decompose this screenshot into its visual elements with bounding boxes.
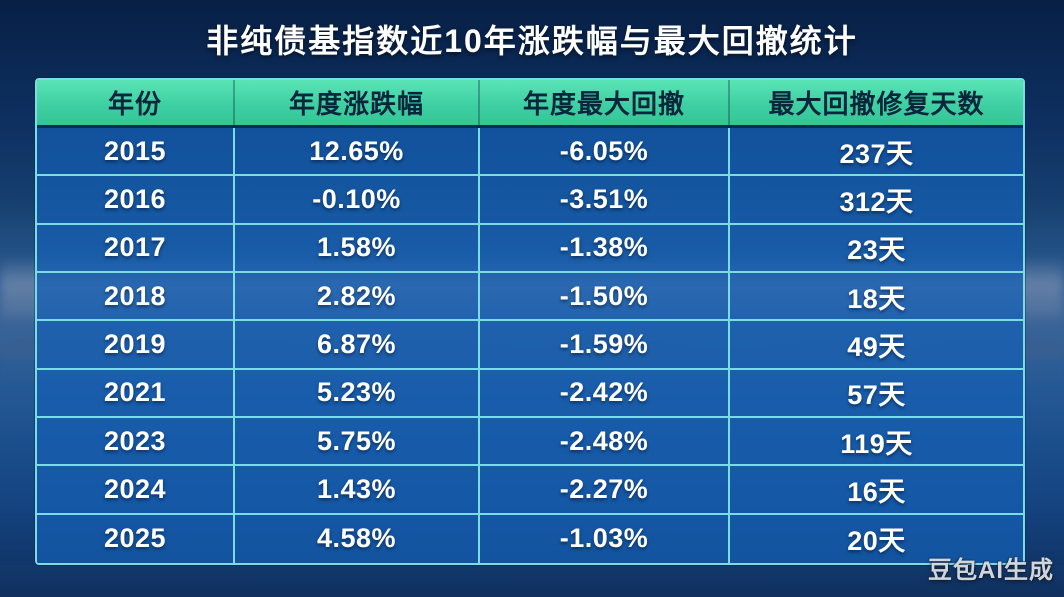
table-row: 2016 -0.10% -3.51% 312天 <box>37 176 1023 225</box>
table-cell: -2.27% <box>480 466 730 515</box>
table-cell: 1.58% <box>235 224 480 273</box>
ai-watermark: 豆包AI生成 <box>928 557 1054 584</box>
table-cell: 2021 <box>37 369 235 418</box>
header-cell: 最大回撤修复天数 <box>768 89 985 119</box>
table-cell: 119天 <box>730 417 1023 467</box>
table-cell: -1.38% <box>480 224 730 273</box>
stats-table: 年份 年度涨跌幅 年度最大回撤 最大回撤修复天数 2015 12.65% -6.05% 237… <box>35 78 1025 565</box>
table-cell: 2.82% <box>235 272 480 322</box>
table-cell: 18天 <box>730 272 1023 322</box>
table-cell: 5.75% <box>235 417 480 467</box>
table-cell: 2018 <box>37 272 235 322</box>
table-cell: -2.42% <box>480 369 730 418</box>
table-cell: 1.43% <box>235 466 480 515</box>
table-cell: 2023 <box>37 417 235 467</box>
table-row: 2023 5.75% -2.48% 119天 <box>37 417 1023 467</box>
table-cell: 2019 <box>37 321 235 370</box>
table-row: 2015 12.65% -6.05% 237天 <box>37 128 1023 177</box>
table-cell: 20天 <box>730 514 1023 563</box>
table-cell: -1.50% <box>480 272 730 322</box>
table-cell: -0.10% <box>235 176 480 225</box>
header-cell: 年度最大回撤 <box>480 80 730 125</box>
table-cell: 2017 <box>37 224 235 273</box>
table-cell: 12.65% <box>235 128 480 177</box>
table-cell: -1.03% <box>480 514 730 563</box>
page-title: 非纯债基指数近10年涨跌幅与最大回撤统计 <box>206 23 858 59</box>
table-cell: 23天 <box>730 224 1023 273</box>
table-cell: -1.59% <box>480 321 730 370</box>
table-cell: 49天 <box>730 321 1023 370</box>
table-cell: -3.51% <box>480 176 730 225</box>
table-cell: 57天 <box>730 369 1023 418</box>
table-header-row: 年份 年度涨跌幅 年度最大回撤 最大回撤修复天数 <box>37 80 1023 128</box>
table-cell: 2025 <box>37 514 235 563</box>
table-row: 2019 6.87% -1.59% 49天 <box>37 321 1023 370</box>
table-cell: 16天 <box>730 466 1023 515</box>
table-cell: 312天 <box>730 176 1023 225</box>
table-row: 2017 1.58% -1.38% 23天 <box>37 224 1023 273</box>
table-cell: 2024 <box>37 466 235 515</box>
table-row: 2018 2.82% -1.50% 18天 <box>37 272 1023 322</box>
table-row: 2025 4.58% -1.03% 20天 <box>37 514 1023 563</box>
table-cell: 2016 <box>37 176 235 225</box>
table-cell: 2015 <box>37 128 235 177</box>
table-cell: 5.23% <box>235 369 480 418</box>
table-cell: 237天 <box>730 128 1023 177</box>
table-cell: 4.58% <box>235 514 480 563</box>
table-cell: -2.48% <box>480 417 730 467</box>
table-cell: 6.87% <box>235 321 480 370</box>
table-row: 2024 1.43% -2.27% 16天 <box>37 466 1023 515</box>
header-cell: 年份 <box>37 80 235 125</box>
header-cell: 年度涨跌幅 <box>235 80 480 125</box>
table-row: 2021 5.23% -2.42% 57天 <box>37 369 1023 418</box>
table-cell: -6.05% <box>480 128 730 177</box>
